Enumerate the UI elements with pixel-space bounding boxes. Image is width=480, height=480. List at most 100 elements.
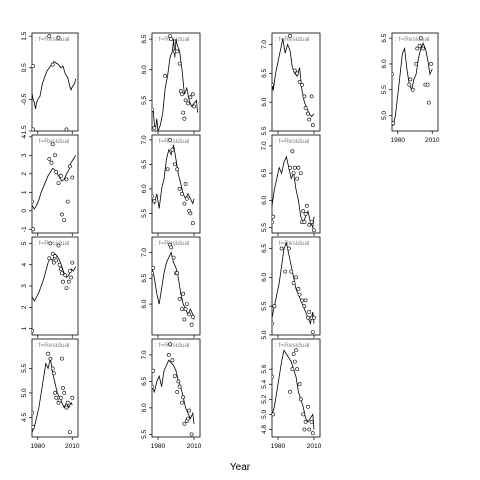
y-tick-label: -1 (21, 226, 28, 232)
data-point (187, 312, 192, 317)
data-point (392, 121, 395, 126)
data-point (152, 271, 154, 275)
data-point (304, 203, 309, 208)
data-point (286, 246, 291, 251)
data-point (61, 279, 65, 284)
panel-4: : f=Residual 5.0 5.5 6.0 6.5 1980 2010 (381, 32, 440, 144)
x-tick-label: 1980 (151, 443, 166, 450)
data-point (297, 382, 302, 387)
data-point (169, 37, 174, 42)
panel-3: : f=Residual 5.5 6.0 6.5 7.0 (261, 32, 321, 136)
data-point (47, 256, 52, 261)
data-point (163, 74, 168, 78)
data-point (32, 328, 34, 333)
series-line (32, 155, 77, 210)
data-point (290, 367, 295, 372)
y-tick-label: 5.5 (261, 301, 268, 310)
data-point (298, 397, 303, 402)
panel-strip-label: : f=Residual (395, 36, 430, 43)
data-point (180, 307, 184, 312)
data-point (303, 419, 308, 424)
data-point (190, 92, 195, 97)
x-tick-label: 2010 (425, 137, 440, 144)
data-point (170, 358, 175, 363)
data-point (418, 36, 423, 41)
data-point (310, 330, 315, 335)
data-point (166, 352, 171, 357)
panel-13: : f=Residual 5.5 6.0 6.5 7.0 1980 2010 (141, 338, 202, 450)
y-tick-label: 5.0 (21, 388, 28, 397)
data-point (294, 348, 298, 353)
data-point (279, 246, 284, 251)
panel-strip-label: : f=Residual (155, 342, 190, 349)
data-point (288, 389, 292, 394)
data-point (309, 220, 314, 225)
data-point (272, 412, 276, 417)
data-point (152, 107, 154, 112)
data-point (53, 254, 57, 259)
data-point (302, 94, 307, 99)
data-point (312, 315, 316, 320)
data-point (62, 390, 67, 395)
series-line (152, 144, 195, 209)
panel-frame (31, 134, 79, 234)
data-point (291, 171, 296, 176)
y-tick-label: 6.0 (261, 195, 268, 204)
data-point (310, 431, 315, 436)
data-point (421, 46, 426, 51)
data-point (182, 317, 187, 322)
data-point (301, 209, 306, 214)
y-tick-label: 3 (21, 284, 28, 288)
data-point (272, 220, 274, 224)
y-tick-label: 6.5 (141, 34, 148, 43)
data-point (288, 34, 292, 38)
y-tick-label: 6.5 (261, 68, 268, 77)
data-point (297, 292, 302, 297)
data-point (298, 171, 303, 176)
y-tick-label: 5.2 (261, 394, 268, 403)
data-point (296, 286, 301, 291)
y-tick-label: 6.5 (381, 33, 388, 42)
panel-frame (271, 236, 321, 336)
data-point (307, 222, 312, 227)
x-axis-title: Year (230, 462, 251, 473)
data-point (64, 286, 69, 291)
data-point (70, 175, 75, 180)
data-point (187, 408, 192, 413)
data-point (70, 395, 75, 400)
data-point (175, 390, 180, 394)
data-point (60, 271, 64, 276)
data-point (292, 165, 297, 170)
data-point (189, 432, 194, 437)
panel-plot-area (32, 34, 77, 131)
data-point (177, 186, 182, 191)
panel-6: : f=Residual 5.5 6.0 6.5 7.0 (141, 134, 201, 236)
data-point (61, 386, 65, 390)
y-tick-label: 0 (21, 209, 28, 213)
data-point (70, 260, 75, 265)
x-tick-label: 1980 (271, 443, 286, 450)
data-point (414, 62, 419, 66)
x-tick-label: 2010 (307, 443, 322, 450)
data-point (56, 35, 61, 40)
y-tick-label: 6.0 (141, 184, 148, 193)
y-tick-label: 5.0 (261, 330, 268, 339)
data-point (46, 351, 51, 356)
data-point (272, 304, 277, 309)
y-tick-label: 6.5 (141, 273, 148, 282)
data-point (300, 83, 304, 87)
data-point (425, 82, 430, 87)
data-point (65, 199, 70, 204)
data-point (51, 260, 56, 265)
data-point (296, 165, 301, 170)
data-point (152, 126, 157, 130)
y-tick-label: 6.5 (261, 244, 268, 253)
y-tick-label: 5.4 (261, 379, 268, 388)
data-point (47, 157, 52, 161)
data-point (180, 400, 184, 405)
y-tick-label: 7.0 (141, 248, 148, 257)
data-point (309, 419, 314, 424)
y-tick-label: 4.5 (21, 413, 28, 422)
panel-plot-area (152, 242, 195, 327)
